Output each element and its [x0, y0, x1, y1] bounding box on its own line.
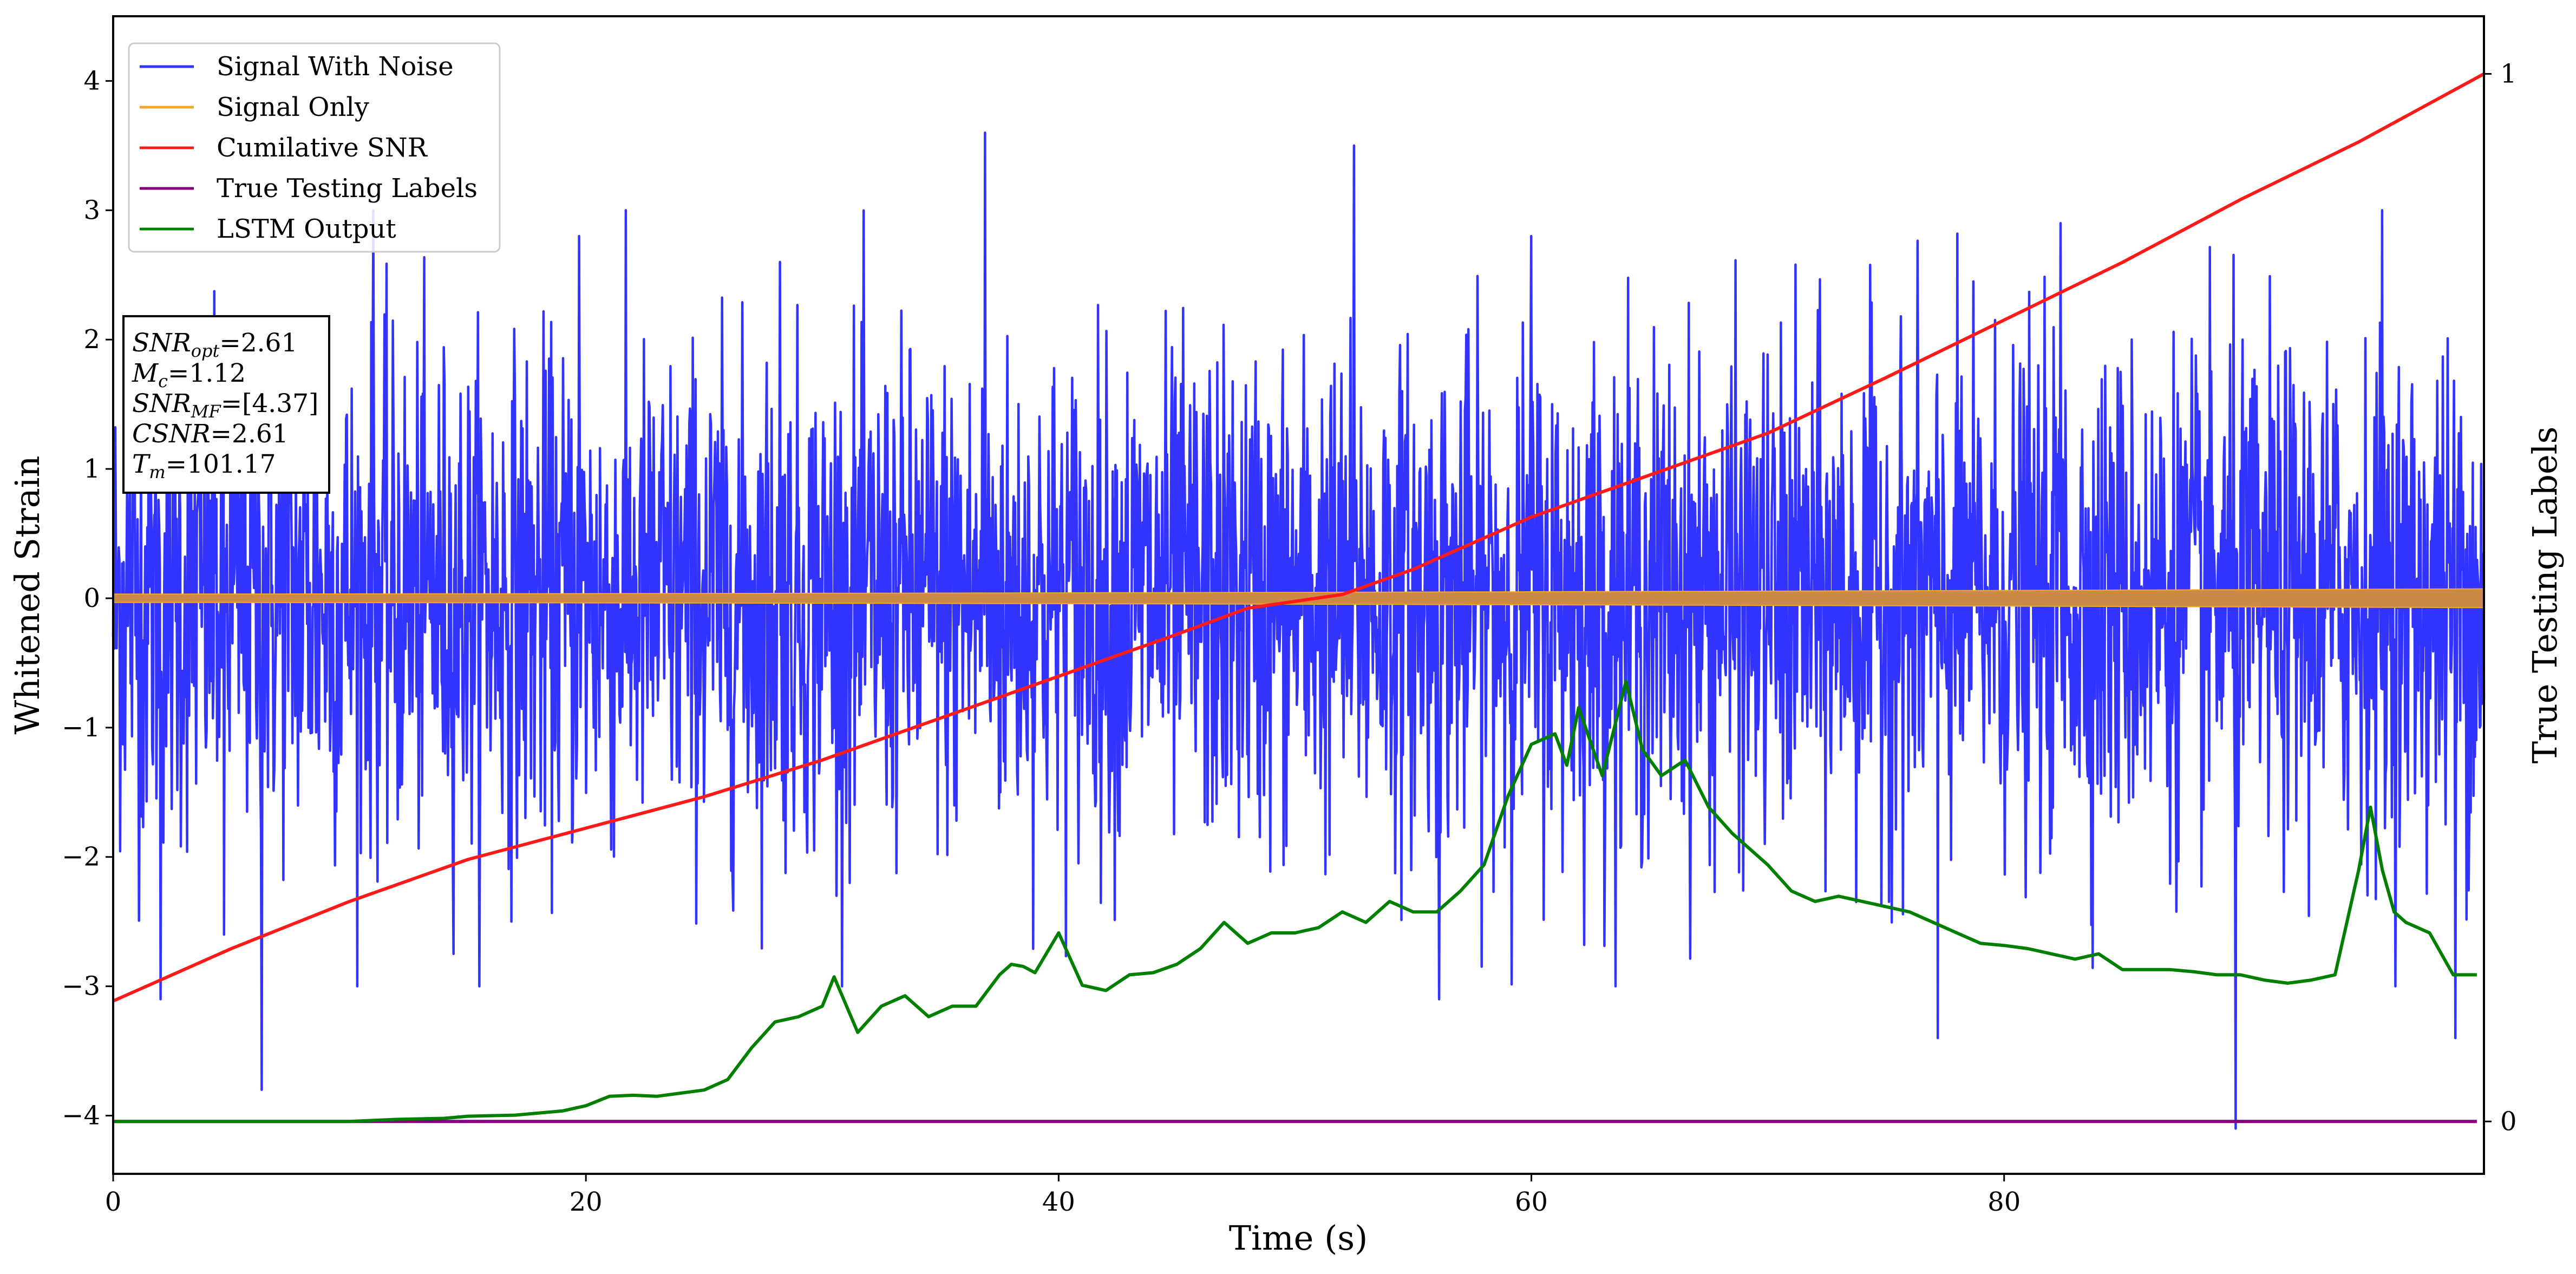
right-tick-label: 1 [2500, 58, 2517, 89]
annotation-box: SNRopt=2.61Mc=1.12SNRMF=[4.37]CSNR=2.61T… [122, 315, 330, 494]
right-tick-label: 0 [2500, 1106, 2517, 1136]
y-tick-label: 2 [83, 324, 100, 355]
x-tick-label: 0 [105, 1187, 122, 1217]
y-tick-label: 0 [83, 583, 100, 613]
annotation-line: CSNR=2.61 [132, 419, 289, 449]
y-tick-label: 3 [83, 195, 100, 225]
y-tick-label: 1 [83, 454, 100, 484]
annotation-line: Tm=101.17 [132, 449, 276, 482]
x-axis-ticks: 0 20 40 60 80 [105, 1174, 2021, 1217]
annotation-line: SNRMF=[4.37] [132, 389, 318, 422]
annotation-frame [122, 315, 330, 494]
y-tick-label: −1 [62, 713, 100, 743]
y-tick-label: −3 [62, 971, 100, 1002]
x-tick-label: 20 [570, 1187, 603, 1217]
right-axis-label: True Testing Labels [2525, 427, 2565, 764]
plot-frame [112, 15, 2485, 1175]
legend-label: Signal Only [217, 92, 369, 122]
x-tick-label: 60 [1515, 1187, 1548, 1217]
legend-label: Cumilative SNR [217, 133, 428, 163]
legend: Signal With Noise Signal Only Cumilative S… [128, 42, 501, 253]
y-axis-ticks: −4 −3 −2 −1 0 1 2 3 4 [62, 66, 113, 1131]
legend-label: True Testing Labels [217, 173, 478, 204]
lstm-output-line [113, 680, 2477, 1123]
right-axis-ticks: 01 [2484, 58, 2517, 1136]
y-tick-label: −2 [62, 842, 100, 872]
annotation-line: SNRopt=2.61 [132, 328, 297, 361]
legend-frame [128, 42, 501, 253]
y-axis-label: Whitened Strain [8, 456, 47, 735]
annotation-line: Mc=1.12 [132, 358, 246, 391]
x-tick-label: 40 [1042, 1187, 1075, 1217]
right-axis-series [112, 72, 2485, 1123]
y-tick-label: −4 [62, 1101, 100, 1131]
legend-label: Signal With Noise [217, 51, 454, 82]
cumulative-snr-line [112, 72, 2485, 1003]
signal-with-noise-series [112, 131, 2486, 1130]
x-tick-label: 80 [1987, 1187, 2021, 1217]
legend-label: LSTM Output [217, 214, 396, 244]
y-tick-label: 4 [83, 66, 100, 96]
signal-with-noise-line [112, 131, 2486, 1130]
x-axis-label: Time (s) [1229, 1218, 1368, 1258]
